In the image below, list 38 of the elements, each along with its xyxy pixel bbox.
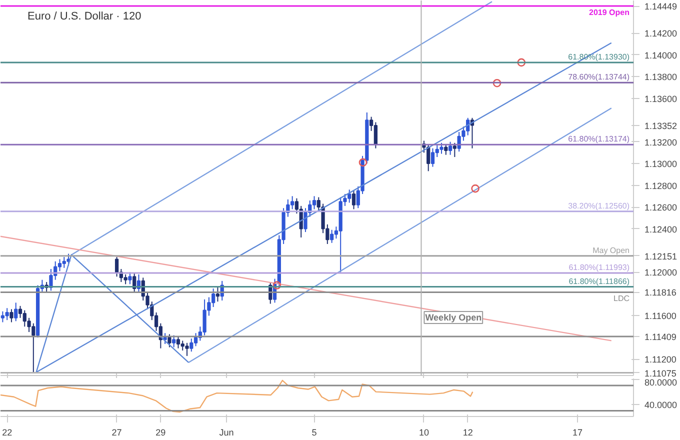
y-tick-label: 1.11409 xyxy=(644,332,676,342)
x-tick-label: 27 xyxy=(112,428,122,438)
x-tick-label: Jun xyxy=(219,428,234,438)
y-tick-label: 1.11600 xyxy=(644,311,676,322)
x-tick-label: 29 xyxy=(156,428,166,438)
ref-line-label: 61.80%(1.11993) xyxy=(568,263,630,272)
y-tick-label: 1.12151 xyxy=(644,251,678,262)
y-tick-label: 1.13600 xyxy=(644,94,678,104)
ref-line-label: LDC xyxy=(613,294,630,304)
x-tick-label: 22 xyxy=(2,428,12,438)
y-tick-label: 1.13352 xyxy=(644,120,678,131)
y-tick-label: 1.11075 xyxy=(644,368,676,378)
ref-line-label: Weekly Open xyxy=(425,312,482,322)
y-tick-label: 1.12600 xyxy=(644,202,678,213)
y-tick-label: 1.12800 xyxy=(644,180,678,191)
y-tick-label: 80.0000 xyxy=(644,378,678,388)
x-tick-label: 5 xyxy=(312,428,317,438)
x-tick-label: 12 xyxy=(462,428,473,438)
y-tick-label: 1.14000 xyxy=(644,50,678,60)
ref-line-label: 38.20%(1.12560) xyxy=(568,201,630,210)
y-tick-label: 1.11816 xyxy=(644,288,676,298)
y-tick-label: 1.13000 xyxy=(644,159,678,170)
ref-line-label: 61.80%(1.11866) xyxy=(568,276,630,286)
ref-line-label: 2019 Open xyxy=(589,8,630,18)
text: Euro / U.S. Dollar · 120 xyxy=(28,10,142,22)
y-tick-label: 1.11200 xyxy=(644,354,676,365)
x-tick-label: 10 xyxy=(418,428,429,438)
y-tick-label: 1.13800 xyxy=(644,72,678,82)
y-tick-label: 1.12000 xyxy=(644,268,678,278)
ref-line-label: 78.60%(1.13744) xyxy=(568,72,630,82)
y-tick-label: 1.13200 xyxy=(644,137,678,148)
x-tick-label: 17 xyxy=(572,428,583,438)
y-tick-label: 1.14200 xyxy=(644,28,678,39)
y-tick-label: 1.12400 xyxy=(644,224,678,234)
y-tick-label: 1.14449 xyxy=(644,2,678,12)
y-tick-label: 40.0000 xyxy=(644,400,678,410)
ref-line-label: May Open xyxy=(592,246,630,255)
ref-line-label: 61.80%(1.13174) xyxy=(568,134,630,144)
